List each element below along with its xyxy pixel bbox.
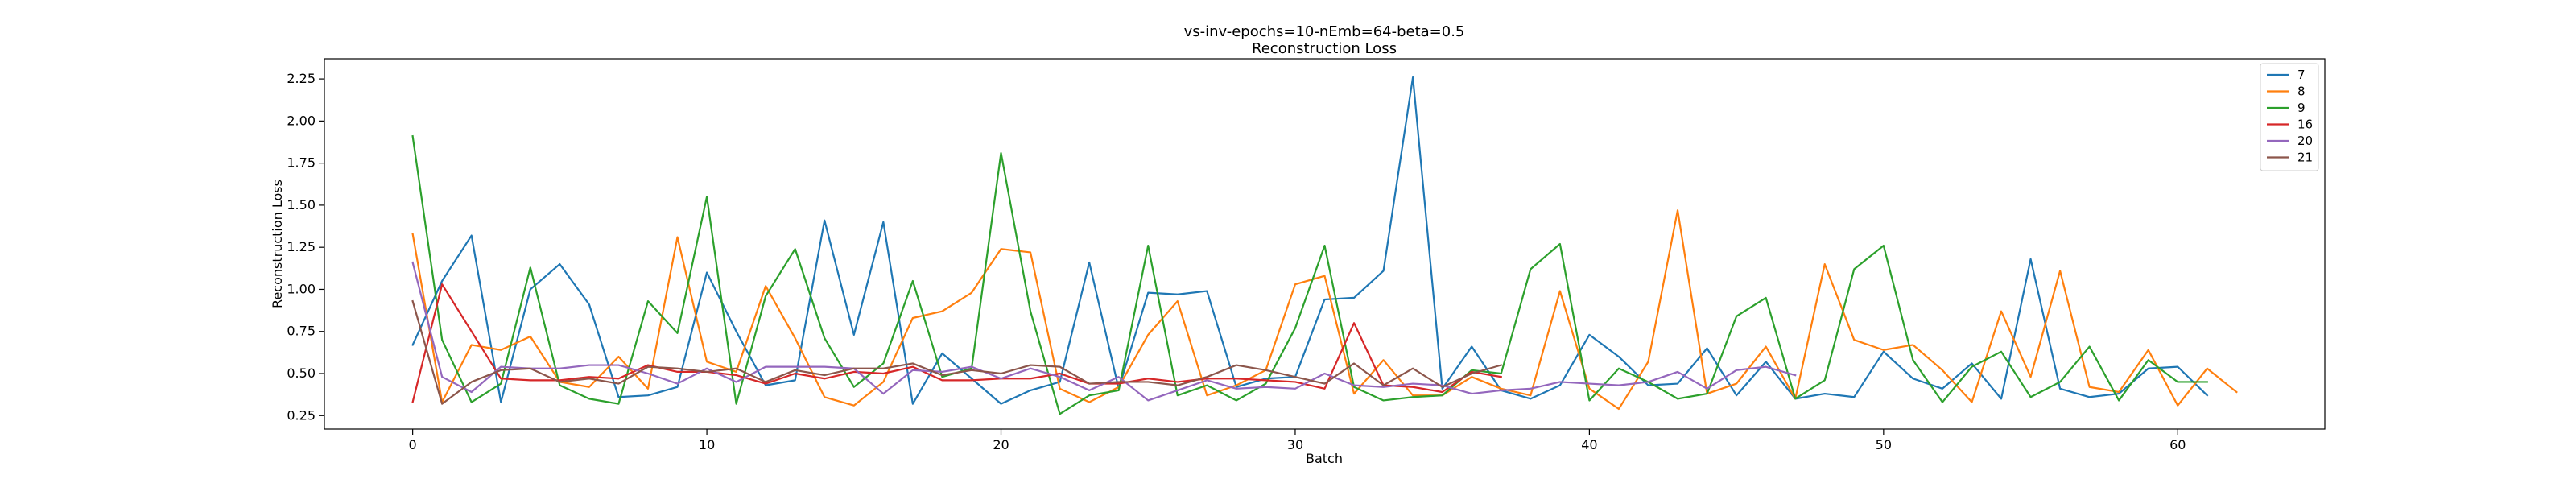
y-axis-label: Reconstruction Loss bbox=[270, 180, 285, 308]
chart-title: vs-inv-epochs=10-nEmb=64-beta=0.5 bbox=[1184, 23, 1465, 40]
y-tick-label: 2.25 bbox=[287, 71, 316, 86]
plot-area bbox=[411, 76, 2238, 415]
series-line-20 bbox=[411, 261, 1797, 402]
y-tick-label: 1.50 bbox=[287, 197, 316, 213]
plot-frame bbox=[324, 58, 2326, 430]
y-tick-label: 1.75 bbox=[287, 155, 316, 171]
x-axis-label: Batch bbox=[1306, 451, 1343, 466]
y-tick-label: 0.75 bbox=[287, 324, 316, 339]
y-tick-label: 1.25 bbox=[287, 239, 316, 254]
y-tick-label: 0.50 bbox=[287, 365, 316, 381]
series-line-21 bbox=[411, 299, 1503, 405]
legend-label-20: 20 bbox=[2297, 134, 2313, 148]
x-tick-label: 30 bbox=[1287, 437, 1303, 452]
series-line-8 bbox=[411, 209, 2238, 411]
y-tick-label: 1.00 bbox=[287, 281, 316, 296]
legend-label-9: 9 bbox=[2297, 101, 2306, 115]
chart-subtitle: Reconstruction Loss bbox=[1252, 40, 1397, 57]
x-tick-label: 0 bbox=[409, 437, 417, 452]
y-tick-label: 2.00 bbox=[287, 113, 316, 128]
legend: 7 8 9 16 20 21 bbox=[2260, 63, 2319, 171]
x-tick-label: 50 bbox=[1876, 437, 1892, 452]
y-tick-label: 0.25 bbox=[287, 407, 316, 423]
legend-label-21: 21 bbox=[2297, 151, 2313, 165]
legend-label-7: 7 bbox=[2297, 68, 2306, 82]
legend-label-16: 16 bbox=[2297, 118, 2313, 132]
legend-box bbox=[2260, 63, 2319, 171]
x-tick-label: 20 bbox=[993, 437, 1009, 452]
y-axis: 0.25 0.50 0.75 1.00 1.25 1.50 1.75 2.00 2.25 bbox=[287, 71, 324, 423]
x-tick-label: 60 bbox=[2169, 437, 2186, 452]
x-axis: 0 10 20 30 40 50 60 bbox=[409, 429, 2186, 452]
x-tick-label: 10 bbox=[699, 437, 715, 452]
x-tick-label: 40 bbox=[1581, 437, 1597, 452]
series-line-16 bbox=[411, 283, 1503, 403]
series-line-9 bbox=[411, 134, 2208, 415]
legend-label-8: 8 bbox=[2297, 85, 2306, 99]
series-line-7 bbox=[411, 76, 2209, 405]
